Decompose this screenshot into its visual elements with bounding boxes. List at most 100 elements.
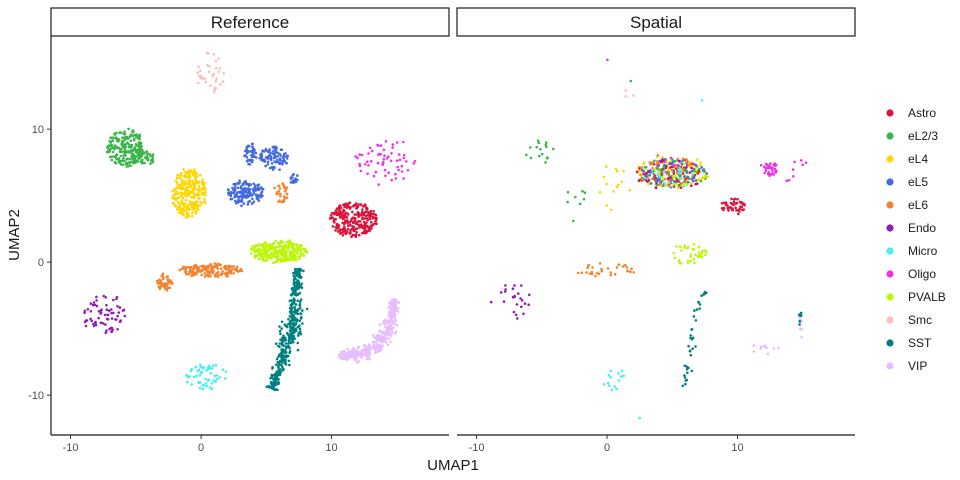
point-vip — [394, 319, 397, 323]
point-el2-3 — [138, 141, 141, 145]
point-el5 — [233, 184, 237, 187]
point-oligo — [763, 171, 766, 175]
point-micro — [215, 374, 219, 377]
point-el4 — [194, 204, 198, 207]
point-endo — [110, 330, 113, 334]
point-vip — [390, 309, 394, 312]
point-el2-3 — [111, 146, 115, 150]
point-vip — [338, 353, 342, 356]
point-astro — [335, 211, 338, 214]
point-pvalb — [270, 247, 273, 250]
point-astro — [374, 219, 377, 223]
point-oligo — [368, 146, 372, 150]
point-el5 — [295, 174, 299, 177]
strip-label-reference: Reference — [211, 13, 289, 32]
point-vip — [392, 310, 396, 313]
point-pvalb — [266, 257, 270, 260]
point-el4 — [699, 163, 702, 167]
point-sst — [278, 325, 281, 328]
point-el4 — [179, 171, 183, 175]
point-el6 — [219, 267, 223, 270]
point-astro — [368, 229, 372, 232]
point-el4 — [197, 184, 201, 188]
point-astro — [733, 197, 737, 201]
point-el5 — [248, 163, 252, 166]
point-el6 — [213, 265, 216, 269]
x-tick-label: 0 — [198, 442, 204, 454]
point-sst — [290, 305, 293, 309]
point-astro — [370, 227, 373, 230]
point-sst — [293, 268, 297, 271]
point-el4 — [187, 169, 190, 173]
point-pvalb — [257, 257, 261, 261]
point-el4 — [193, 185, 196, 188]
point-endo — [511, 287, 515, 291]
point-el6 — [650, 162, 653, 166]
point-el2-3 — [539, 147, 542, 151]
point-el6 — [594, 274, 597, 278]
point-vip — [387, 321, 390, 324]
point-el2-3 — [118, 150, 122, 153]
point-smc — [215, 77, 218, 80]
point-astro — [358, 233, 361, 237]
point-endo — [118, 306, 122, 309]
point-el5 — [239, 186, 243, 190]
point-astro — [734, 206, 737, 209]
point-el5 — [272, 165, 276, 169]
point-astro — [362, 213, 366, 217]
point-el6 — [656, 161, 659, 165]
point-vip — [391, 331, 394, 335]
point-el4 — [182, 183, 185, 187]
point-astro — [356, 205, 360, 208]
point-oligo — [792, 175, 795, 178]
point-el5 — [683, 175, 686, 178]
point-endo — [661, 158, 664, 161]
point-el4 — [617, 183, 620, 187]
point-el2-3 — [119, 163, 123, 166]
point-astro — [361, 226, 365, 229]
point-vip — [397, 301, 401, 304]
point-smc — [196, 71, 200, 75]
point-el2-3 — [137, 160, 140, 163]
point-vip — [765, 346, 768, 350]
point-oligo — [774, 171, 777, 174]
point-el6 — [663, 177, 667, 181]
point-el2-3 — [113, 144, 117, 147]
point-micro — [211, 367, 214, 370]
point-el6 — [209, 263, 212, 266]
point-sst — [295, 280, 299, 284]
point-oligo — [676, 163, 679, 167]
point-astro — [726, 206, 730, 210]
point-sst — [284, 338, 288, 342]
point-el4 — [182, 204, 185, 207]
point-el6 — [188, 270, 192, 274]
point-el6 — [278, 187, 282, 190]
point-astro — [374, 213, 377, 216]
point-el5 — [264, 147, 268, 151]
point-sst — [292, 286, 295, 290]
point-el6 — [203, 272, 206, 275]
point-el2-3 — [552, 147, 555, 151]
point-vip — [763, 344, 767, 347]
point-sst — [298, 291, 302, 295]
point-oligo — [764, 169, 768, 172]
point-sst — [276, 388, 279, 392]
point-el6 — [233, 268, 237, 272]
point-oligo — [372, 174, 376, 178]
panel-spatial: Spatial — [456, 7, 856, 420]
point-astro — [638, 167, 641, 170]
point-vip — [374, 336, 378, 340]
point-el6 — [646, 176, 650, 180]
point-vip — [393, 315, 397, 319]
point-pvalb — [286, 245, 290, 249]
y-tick-label: -10 — [28, 390, 44, 402]
point-el5 — [246, 158, 250, 162]
point-sst — [684, 379, 687, 382]
point-sst — [695, 308, 699, 311]
point-astro — [696, 182, 699, 185]
point-vip — [384, 325, 388, 329]
point-el4 — [174, 193, 177, 196]
point-el5 — [251, 145, 254, 148]
point-oligo — [379, 153, 383, 156]
